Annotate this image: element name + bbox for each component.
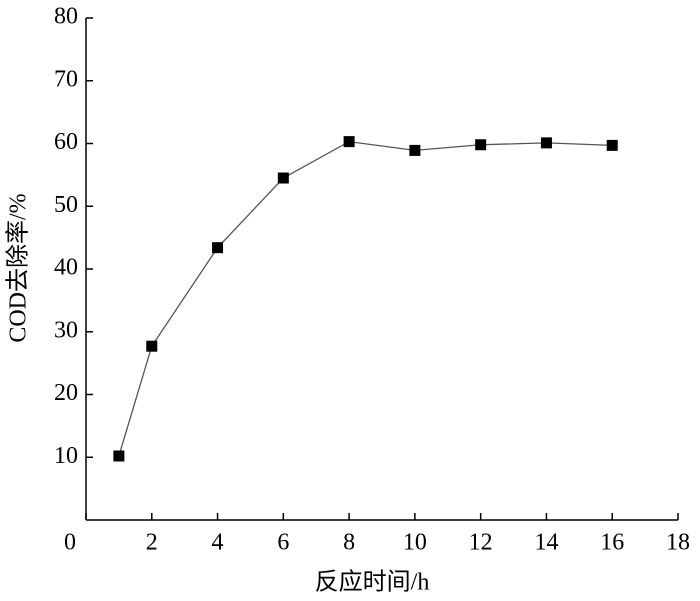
y-tick-label: 30 xyxy=(54,317,78,343)
y-tick-label: 10 xyxy=(54,443,78,469)
y-tick-label: 70 xyxy=(54,66,78,92)
marker xyxy=(113,450,125,462)
x-tick-label: 18 xyxy=(666,530,690,556)
marker xyxy=(343,136,355,148)
x-tick-label: 16 xyxy=(600,530,624,556)
y-tick-label: 20 xyxy=(54,380,78,406)
marker xyxy=(212,242,224,254)
x-tick-label: 10 xyxy=(403,530,427,556)
x-tick-label: 8 xyxy=(343,530,355,556)
y-tick-label: 60 xyxy=(54,129,78,155)
marker xyxy=(540,137,552,149)
y-axis-label: COD去除率/% xyxy=(5,193,32,342)
x-tick-label: 0 xyxy=(64,530,76,556)
x-tick-label: 6 xyxy=(277,530,289,556)
x-tick-label: 14 xyxy=(534,530,558,556)
series-line xyxy=(118,140,613,457)
y-tick-label: 50 xyxy=(54,192,78,218)
x-tick-label: 12 xyxy=(469,530,493,556)
x-tick-label: 4 xyxy=(212,530,224,556)
marker xyxy=(146,340,158,352)
y-tick-label: 80 xyxy=(54,4,78,30)
x-axis-label: 反应时间/h xyxy=(315,569,430,596)
y-tick-label: 40 xyxy=(54,255,78,281)
marker xyxy=(606,139,618,151)
marker xyxy=(277,172,289,184)
marker xyxy=(409,144,421,156)
marker xyxy=(475,139,487,151)
x-tick-label: 2 xyxy=(146,530,158,556)
